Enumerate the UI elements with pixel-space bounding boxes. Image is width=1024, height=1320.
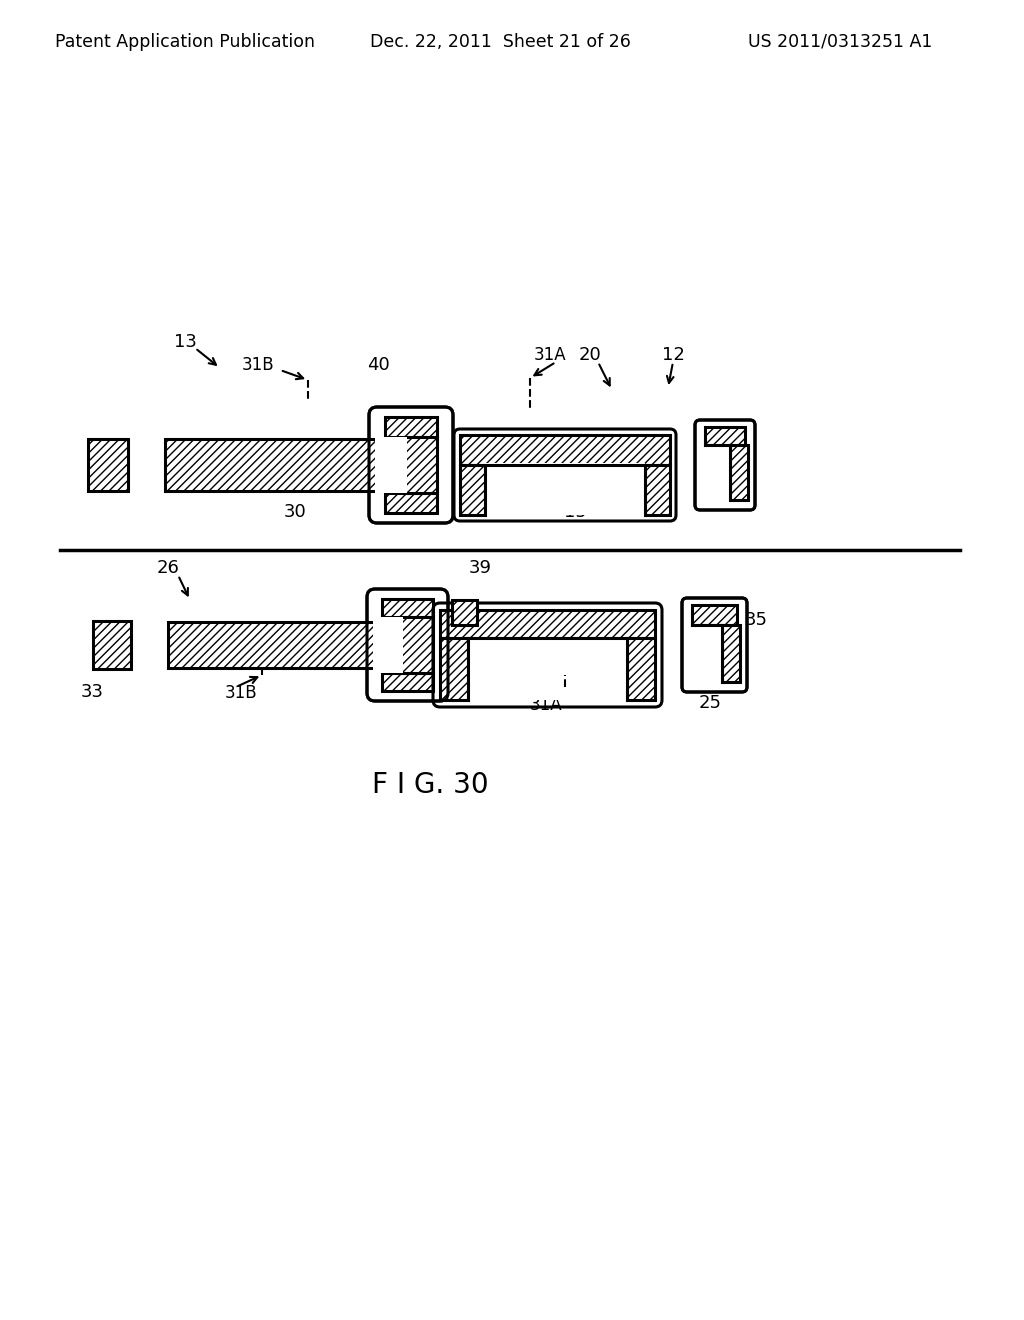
Bar — [440, 638, 468, 700]
Text: F I G. 30: F I G. 30 — [372, 771, 488, 799]
Bar — [93, 620, 131, 669]
Text: 26: 26 — [157, 558, 179, 577]
Text: 31B: 31B — [242, 356, 274, 374]
Text: 20: 20 — [579, 346, 601, 364]
Bar — [692, 605, 737, 624]
FancyBboxPatch shape — [367, 589, 449, 701]
Bar — [385, 417, 437, 437]
Text: 40: 40 — [367, 356, 389, 374]
Text: Patent Application Publication: Patent Application Publication — [55, 33, 315, 51]
Text: 25: 25 — [698, 694, 722, 711]
Bar — [375, 437, 407, 492]
Bar — [373, 616, 403, 673]
Text: US 2011/0313251 A1: US 2011/0313251 A1 — [748, 33, 932, 51]
Bar — [452, 601, 477, 624]
Text: 35: 35 — [745, 611, 768, 630]
Bar — [382, 599, 433, 616]
FancyBboxPatch shape — [369, 407, 453, 523]
Text: 31B: 31B — [225, 684, 258, 702]
Bar — [460, 436, 670, 465]
Text: 15: 15 — [563, 503, 587, 521]
Text: 39: 39 — [469, 558, 492, 577]
Text: 33: 33 — [81, 682, 103, 701]
Bar — [485, 463, 645, 515]
Bar — [460, 465, 485, 515]
Bar — [400, 616, 433, 673]
Bar — [88, 440, 128, 491]
Text: 31A: 31A — [530, 696, 562, 714]
Text: Dec. 22, 2011  Sheet 21 of 26: Dec. 22, 2011 Sheet 21 of 26 — [370, 33, 631, 51]
FancyBboxPatch shape — [695, 420, 755, 510]
Bar — [440, 610, 655, 638]
Bar — [165, 440, 380, 491]
Text: 13: 13 — [173, 333, 197, 351]
Bar — [468, 638, 627, 700]
FancyBboxPatch shape — [682, 598, 746, 692]
Bar — [645, 465, 670, 515]
Text: 30: 30 — [284, 503, 306, 521]
Bar — [722, 624, 740, 682]
Text: 12: 12 — [662, 346, 684, 364]
Bar — [385, 492, 437, 513]
Bar — [627, 638, 655, 700]
Bar — [406, 437, 437, 492]
Text: 31A: 31A — [534, 346, 566, 364]
Bar — [382, 673, 433, 690]
Bar — [730, 445, 748, 500]
Bar — [705, 445, 730, 500]
Bar — [692, 624, 722, 682]
Bar — [168, 622, 378, 668]
Bar — [705, 426, 745, 445]
